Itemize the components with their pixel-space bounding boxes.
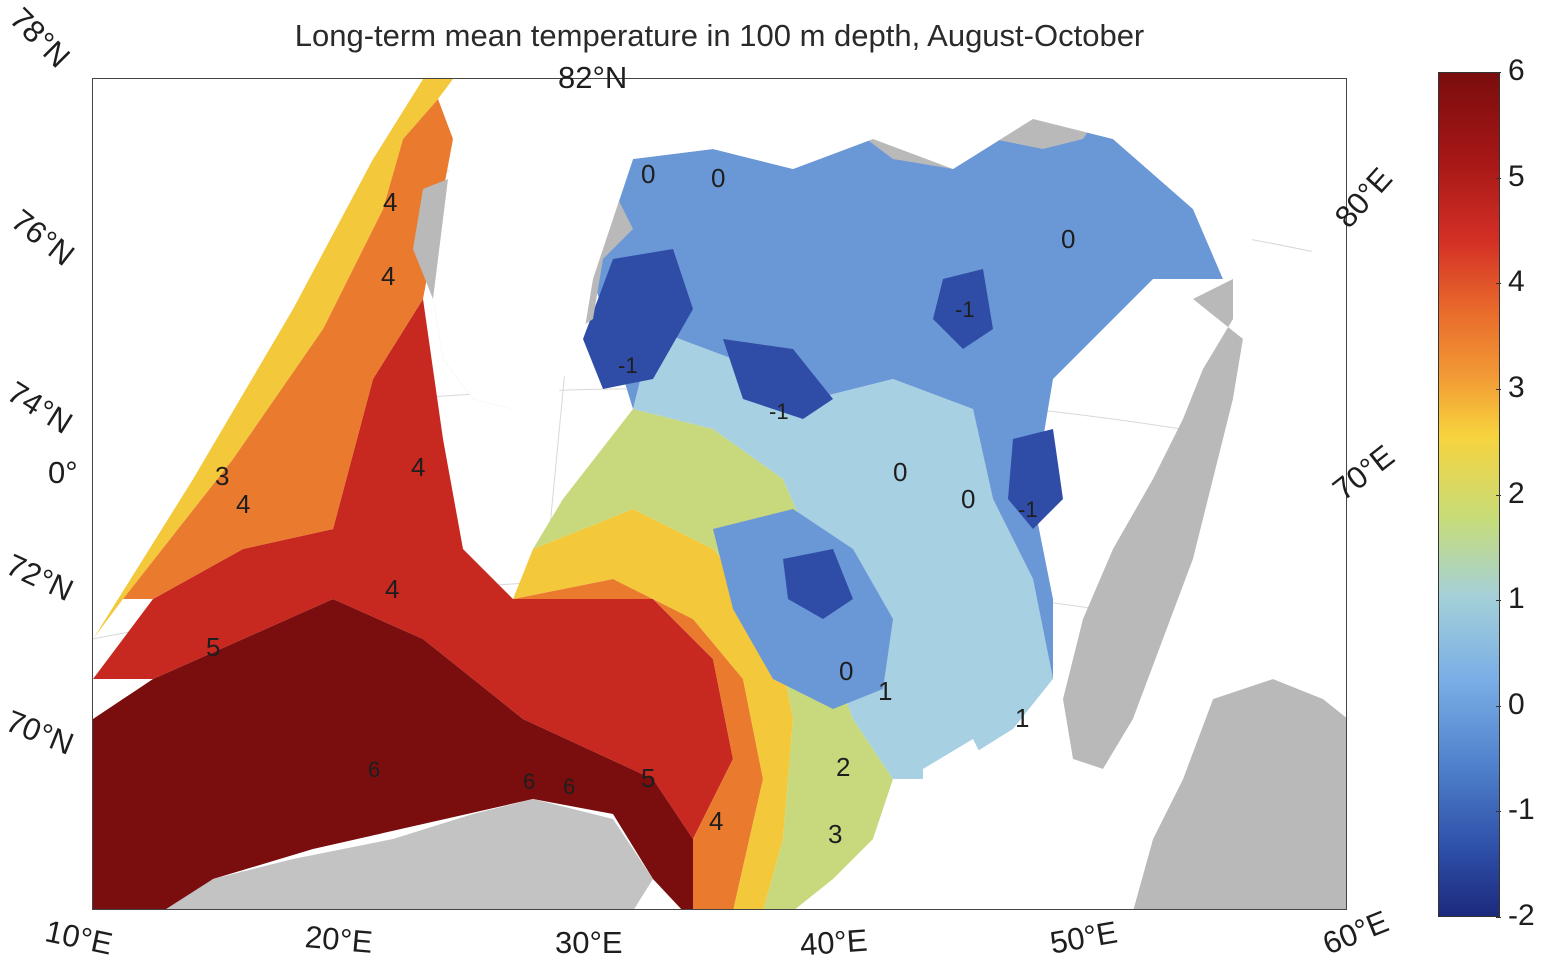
longitude-label-10e: 10°E: [42, 913, 116, 962]
contour-label: 1: [878, 676, 893, 706]
colorbar-tick-label: 5: [1508, 159, 1525, 193]
longitude-label-0: 0°: [48, 455, 78, 490]
contour-label: 0: [893, 457, 908, 487]
contour-label: 6: [523, 769, 536, 794]
contour-label: 6: [368, 757, 381, 782]
colorbar-tick-label: -2: [1508, 899, 1535, 932]
contour-label: -1: [1018, 497, 1038, 522]
contour-label: 5: [206, 632, 221, 662]
colorbar-tick-label: 4: [1508, 265, 1525, 299]
temp-band-0: [593, 119, 1223, 709]
colorbar-tick-mark: [1496, 705, 1501, 707]
latitude-label-82n: 82°N: [558, 60, 628, 95]
colorbar-tick-mark: [1496, 600, 1501, 602]
latitude-label-72n: 72°N: [1, 547, 79, 609]
contour-label: 1: [1015, 703, 1030, 733]
colorbar-tick-mark: [1496, 494, 1501, 496]
colorbar-tick-label: 0: [1508, 687, 1525, 721]
longitude-label-50e: 50°E: [1047, 914, 1121, 961]
contour-label: 0: [961, 484, 976, 514]
colorbar-tick-label: 3: [1508, 370, 1525, 404]
contour-label: 6: [563, 774, 576, 799]
temp-band-5: [93, 299, 733, 839]
contour-label: 2: [836, 752, 851, 782]
russian-mainland: [1133, 679, 1346, 909]
colorbar-tick-label: 1: [1508, 582, 1525, 616]
contour-label: -1: [618, 353, 638, 378]
novaya-zemlya: [1063, 279, 1243, 769]
norway-coast: [166, 799, 653, 909]
contour-label: 4: [381, 261, 396, 291]
colorbar-tick-mark: [1496, 72, 1501, 73]
colorbar-tick-mark: [1496, 811, 1501, 813]
contour-label: 4: [411, 452, 426, 482]
longitude-label-40e: 40°E: [798, 922, 869, 963]
colorbar-tick-mark: [1496, 177, 1501, 179]
temp-band-6: [93, 599, 703, 909]
colorbar-tick-mark: [1496, 388, 1501, 390]
colorbar-tick-label: -1: [1508, 793, 1535, 827]
latitude-label-78n: 78°N: [3, 0, 77, 75]
temp-band-4: [123, 99, 763, 909]
contour-label: 0: [641, 159, 656, 189]
contour-label: 4: [385, 574, 400, 604]
latitude-label-74n: 74°N: [1, 374, 79, 441]
longitude-label-30e: 30°E: [555, 925, 623, 960]
colorbar-tick-mark: [1496, 283, 1501, 285]
contour-label: 0: [711, 163, 726, 193]
contour-label: 0: [839, 656, 854, 686]
contour-label: 5: [641, 763, 656, 793]
temp-band-minus1: [583, 249, 1063, 619]
contour-label: 4: [383, 187, 398, 217]
contour-label: 4: [236, 489, 251, 519]
colorbar-tick-mark: [1496, 917, 1501, 918]
colorbar: [1438, 72, 1500, 917]
map-title: Long-term mean temperature in 100 m dept…: [294, 18, 1145, 53]
contour-label: 0: [1061, 224, 1076, 254]
latitude-label-76n: 76°N: [4, 202, 82, 273]
longitude-label-20e: 20°E: [303, 919, 375, 960]
colorbar-tick-label: 6: [1508, 54, 1525, 87]
temperature-map: [93, 79, 1346, 909]
map-plot-area: 4 4 3 4 4 4 5 6 6 6 5 4 3 2 1 0 1 0 0 -1…: [92, 78, 1347, 910]
no-data-areas: [93, 79, 1346, 909]
latitude-label-70n: 70°N: [1, 703, 79, 762]
longitude-label-60e: 60°E: [1317, 903, 1394, 962]
contour-label: -1: [769, 399, 789, 424]
contour-label: 3: [828, 819, 843, 849]
colorbar-tick-label: 2: [1508, 476, 1525, 510]
contour-label: 3: [215, 461, 230, 491]
contour-label: 4: [709, 806, 724, 836]
contour-label: -1: [955, 297, 975, 322]
